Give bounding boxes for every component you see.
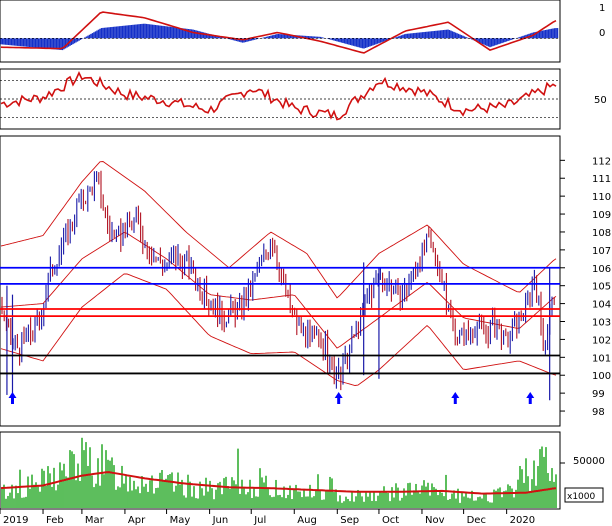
x-axis: 2019 Feb Mar Apr May Jun Jul Aug Sep Oct Nov Dec 202…	[0, 509, 535, 526]
up-arrow-icon	[334, 392, 343, 404]
price-tick-label: 100	[592, 371, 611, 382]
up-arrow-icon	[451, 392, 460, 404]
price-tick-label: 103	[592, 318, 611, 329]
volume-frame	[0, 431, 561, 510]
oscillator-panel: 1 0	[0, 0, 605, 63]
price-tick-label: 106	[592, 264, 611, 275]
rsi-line	[0, 71, 557, 121]
price-tick-label: 112	[592, 156, 611, 167]
bollinger-middle	[0, 232, 557, 349]
x-tick-label: Aug	[297, 515, 317, 526]
x-tick-label: Feb	[46, 515, 64, 526]
x-tick-label: 2019	[3, 515, 28, 526]
price-tick-label: 104	[592, 300, 611, 311]
osc-tick-label: 1	[599, 3, 605, 14]
price-tick-label: 111	[592, 174, 611, 185]
price-tick-label: 105	[592, 282, 611, 293]
bollinger-lower	[0, 273, 557, 386]
x-tick-label: Jul	[253, 515, 266, 526]
vol-unit-box	[564, 487, 604, 503]
volume-panel: 50000 x1000	[0, 431, 605, 510]
up-arrow-icon	[526, 392, 535, 404]
up-arrow-icon	[8, 392, 17, 404]
x-tick-label: Oct	[382, 515, 399, 526]
x-tick-label: 2020	[510, 515, 535, 526]
rsi-frame	[0, 68, 561, 130]
price-tick-label: 107	[592, 246, 611, 257]
volume-moving-average	[0, 471, 557, 495]
price-tick-label: 109	[592, 210, 611, 221]
price-tick-label: 110	[592, 192, 611, 203]
x-tick-label: May	[170, 515, 191, 526]
vol-unit-label: x1000	[567, 492, 596, 502]
x-tick-label: Dec	[467, 515, 486, 526]
x-tick-label: Jun	[212, 515, 229, 526]
rsi-tick-label: 50	[594, 95, 607, 106]
price-tick-label: 108	[592, 228, 611, 239]
osc-tick-label: 0	[599, 28, 605, 39]
bollinger-upper	[0, 161, 557, 299]
vol-tick-label: 50000	[573, 456, 605, 467]
rsi-panel: 50	[0, 68, 607, 130]
price-tick-label: 102	[592, 335, 611, 346]
x-tick-label: Apr	[128, 515, 146, 526]
oscillator-frame	[0, 0, 561, 63]
x-tick-label: Nov	[425, 515, 445, 526]
price-tick-label: 98	[592, 407, 605, 418]
osc-signal-line	[0, 11, 557, 54]
price-tick-label: 101	[592, 353, 611, 364]
price-frame	[0, 135, 561, 427]
price-panel: 112 111 110 109 108 107 106 105 104 103 102 101 100 9…	[0, 135, 611, 427]
x-tick-label: Mar	[85, 515, 105, 526]
price-tick-label: 99	[592, 389, 605, 400]
x-tick-label: Sep	[340, 515, 359, 526]
